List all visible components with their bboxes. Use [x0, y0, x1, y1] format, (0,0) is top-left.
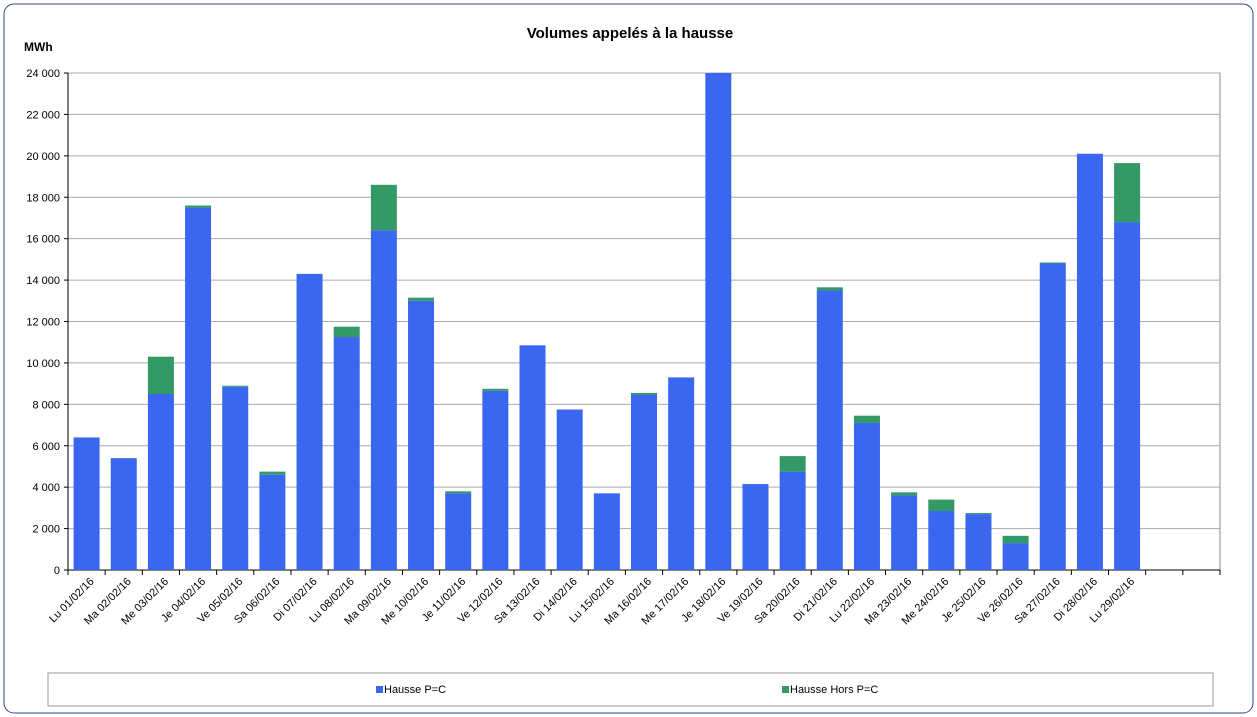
- bar-segment: [259, 471, 286, 475]
- bar-segment: [1002, 543, 1029, 570]
- bar-segment: [668, 377, 695, 570]
- bar-segment: [370, 230, 397, 570]
- y-tick-label: 14 000: [26, 275, 60, 287]
- y-tick-label: 16 000: [26, 234, 60, 246]
- bar-segment: [333, 326, 360, 338]
- bar-segment: [816, 287, 843, 291]
- bar-segment: [185, 205, 212, 208]
- bar-segment: [742, 484, 769, 570]
- legend-box: [47, 672, 1214, 707]
- bar-segment: [147, 356, 174, 394]
- bar-segment: [816, 290, 843, 570]
- y-tick-label: 12 000: [26, 317, 60, 329]
- bar-segment: [185, 207, 212, 570]
- y-tick-label: 6 000: [32, 441, 60, 453]
- y-tick-label: 18 000: [26, 192, 60, 204]
- y-tick-label: 0: [54, 565, 60, 577]
- chart-title: Volumes appelés à la hausse: [527, 25, 733, 42]
- legend-swatch: [782, 686, 789, 693]
- bar-segment: [296, 273, 323, 570]
- bar-segment: [333, 337, 360, 570]
- y-tick-label: 20 000: [26, 151, 60, 163]
- bar-segment: [259, 474, 286, 570]
- bar-segment: [1002, 535, 1029, 544]
- bar-segment: [1114, 222, 1141, 570]
- bar-segment: [853, 415, 880, 423]
- y-tick-label: 10 000: [26, 358, 60, 370]
- bar-segment: [1114, 163, 1141, 223]
- bar-segment: [965, 514, 992, 570]
- bar-segment: [928, 499, 955, 511]
- bar-segment: [1076, 153, 1103, 570]
- bar-segment: [779, 456, 806, 472]
- y-tick-label: 8 000: [32, 399, 60, 411]
- legend-swatch: [376, 686, 383, 693]
- legend-label: Hausse Hors P=C: [790, 684, 878, 696]
- bar-segment: [928, 510, 955, 570]
- bar-segment: [222, 386, 249, 570]
- y-tick-label: 4 000: [32, 482, 60, 494]
- bar-segment: [891, 492, 918, 496]
- bar-segment: [519, 345, 546, 570]
- bar-segment: [370, 184, 397, 231]
- y-tick-label: 2 000: [32, 524, 60, 536]
- bar-segment: [408, 297, 435, 301]
- bar-segment: [445, 493, 472, 570]
- y-tick-label: 22 000: [26, 109, 60, 121]
- legend-label: Hausse P=C: [384, 684, 446, 696]
- bar-segment: [73, 437, 100, 570]
- bar-segment: [1039, 262, 1066, 264]
- bar-segment: [965, 513, 992, 515]
- y-axis-label: MWh: [24, 40, 53, 54]
- bar-segment: [147, 393, 174, 570]
- bar-segment: [110, 458, 137, 570]
- bar-segment: [222, 385, 249, 387]
- bar-segment: [631, 392, 657, 396]
- bar-segment: [891, 495, 918, 570]
- bar-segment: [853, 422, 880, 570]
- bar-segment: [408, 300, 435, 570]
- bar-segment: [779, 471, 806, 570]
- bar-segment: [482, 390, 509, 570]
- y-tick-label: 24 000: [26, 68, 60, 80]
- bar-segment: [631, 395, 657, 570]
- bar-segment: [445, 491, 472, 494]
- bar-segment: [593, 493, 620, 570]
- bar-segment: [482, 388, 509, 391]
- bar-segment: [556, 409, 583, 570]
- bar-segment: [1039, 263, 1066, 570]
- bar-segment: [705, 73, 732, 570]
